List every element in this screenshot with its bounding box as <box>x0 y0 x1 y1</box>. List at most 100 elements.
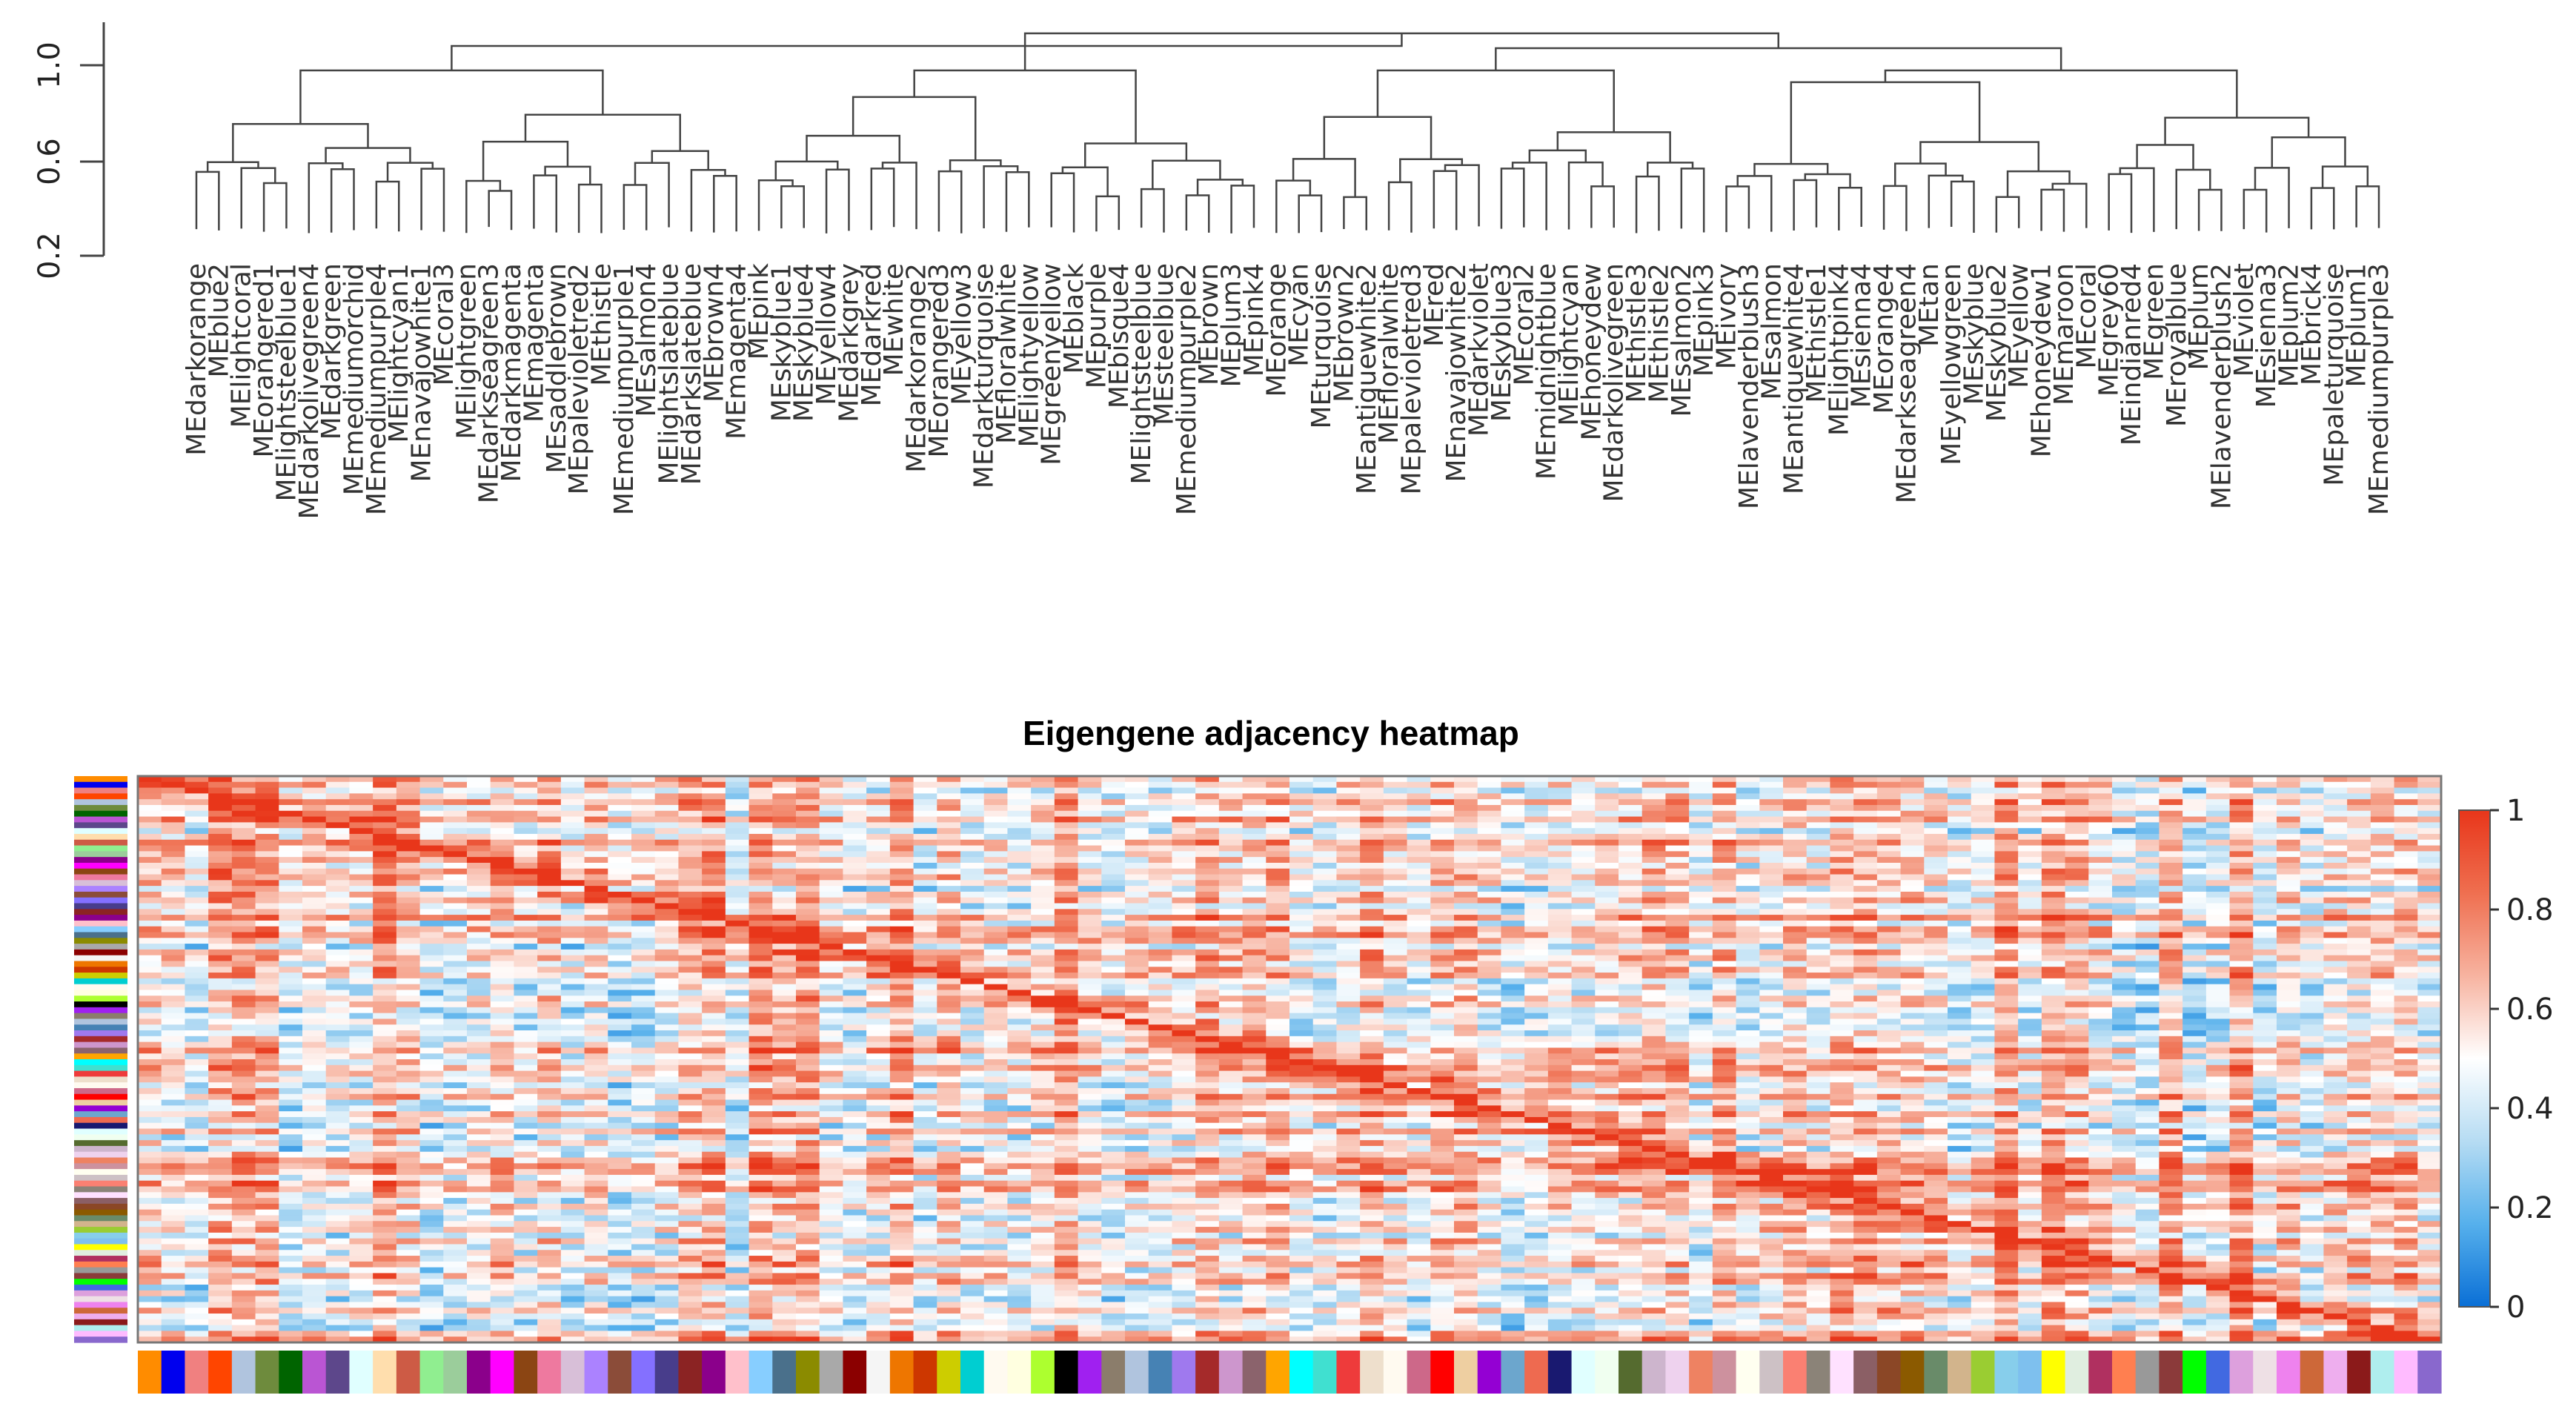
heatmap-cell <box>819 776 844 783</box>
heatmap-cell <box>1595 961 1619 967</box>
heatmap-cell <box>654 886 680 892</box>
heatmap-cell <box>1336 793 1361 800</box>
heatmap-cell <box>937 949 961 956</box>
heatmap-cell <box>1407 833 1431 841</box>
heatmap-cell <box>560 874 585 881</box>
heatmap-cell <box>960 949 985 956</box>
heatmap-cell <box>937 1047 961 1054</box>
heatmap-cell <box>1266 891 1290 898</box>
heatmap-cell <box>960 828 985 835</box>
heatmap-cell <box>1853 1007 1878 1014</box>
heatmap-cell <box>396 961 421 967</box>
heatmap-cell <box>889 816 914 823</box>
heatmap-cell <box>1994 1047 2019 1054</box>
heatmap-cell <box>1783 1007 1807 1014</box>
heatmap-cell <box>2182 926 2207 933</box>
heatmap-cell <box>2159 776 2183 783</box>
heatmap-cell <box>725 1041 750 1049</box>
heatmap-cell <box>1148 862 1173 870</box>
heatmap-cell <box>1172 967 1196 973</box>
heatmap-cell <box>1383 1036 1408 1043</box>
heatmap-cell <box>1547 833 1573 841</box>
heatmap-cell <box>560 909 585 915</box>
heatmap-cell <box>1148 787 1173 794</box>
heatmap-cell <box>2065 799 2089 806</box>
heatmap-cell <box>2135 787 2160 794</box>
heatmap-cell <box>1312 793 1338 800</box>
heatmap-cell <box>1336 984 1361 991</box>
heatmap-cell <box>1407 926 1431 933</box>
heatmap-cell <box>843 845 867 852</box>
heatmap-cell <box>1853 949 1878 956</box>
heatmap-cell <box>772 990 797 996</box>
heatmap-cell <box>1524 793 1549 800</box>
heatmap-cell <box>1007 1013 1032 1020</box>
heatmap-cell <box>843 915 867 921</box>
heatmap-cell <box>772 891 797 898</box>
heatmap-cell <box>373 932 397 938</box>
heatmap-cell <box>1619 949 1643 956</box>
heatmap-cell <box>1312 776 1338 783</box>
heatmap-cell <box>1595 787 1619 794</box>
heatmap-cell <box>2370 828 2395 835</box>
heatmap-cell <box>1078 932 1102 938</box>
heatmap-cell <box>1312 903 1338 910</box>
heatmap-cell <box>1971 961 1996 967</box>
heatmap-cell <box>396 897 421 904</box>
heatmap-cell <box>819 944 844 950</box>
heatmap-cell <box>1148 961 1173 967</box>
heatmap-cell <box>2323 909 2348 915</box>
heatmap-cell <box>1336 822 1361 829</box>
heatmap-cell <box>1712 903 1737 910</box>
heatmap-cell <box>983 886 1009 892</box>
heatmap-cell <box>913 787 937 794</box>
heatmap-cell <box>2018 920 2042 927</box>
heatmap-cell <box>1948 990 1972 996</box>
heatmap-cell <box>185 862 209 870</box>
heatmap-cell <box>1736 1030 1760 1037</box>
heatmap-cell <box>1407 868 1431 875</box>
heatmap-cell <box>467 828 491 835</box>
heatmap-cell <box>2018 932 2042 938</box>
heatmap-cell <box>1712 816 1737 823</box>
heatmap-cell <box>1360 874 1384 881</box>
heatmap-cell <box>1125 944 1149 950</box>
heatmap-cell <box>1571 781 1596 789</box>
heatmap-cell <box>1383 920 1408 927</box>
heatmap-cell <box>1948 862 1972 870</box>
heatmap-cell <box>1007 1001 1032 1008</box>
heatmap-cell <box>937 909 961 915</box>
heatmap-cell <box>255 868 279 875</box>
heatmap-cell <box>1948 886 1972 892</box>
heatmap-cell <box>2229 949 2254 956</box>
heatmap-cell <box>161 1036 186 1043</box>
heatmap-cell <box>231 1036 256 1043</box>
heatmap-cell <box>796 886 820 892</box>
heatmap-cell <box>302 967 327 973</box>
heatmap-cell <box>937 822 961 829</box>
heatmap-cell <box>1712 833 1737 841</box>
heatmap-cell <box>560 990 585 996</box>
heatmap-cell <box>1454 845 1478 852</box>
heatmap-cell <box>796 787 820 794</box>
heatmap-cell <box>1665 996 1690 1002</box>
heatmap-cell <box>1712 1007 1737 1014</box>
heatmap-cell <box>2065 862 2089 870</box>
dendrogram-leaf-label: MEgreen <box>2139 263 2169 380</box>
heatmap-cell <box>1125 851 1149 858</box>
heatmap-cell <box>1948 816 1972 823</box>
heatmap-cell <box>983 828 1009 835</box>
heatmap-cell <box>1172 886 1196 892</box>
heatmap-cell <box>772 1047 797 1054</box>
heatmap-cell <box>937 978 961 985</box>
dendrogram-leaf-label: MEthistle1 <box>1802 263 1832 403</box>
heatmap-cell <box>537 886 562 892</box>
heatmap-cell <box>138 944 162 950</box>
heatmap-cell <box>1289 955 1314 962</box>
dendrogram-branch <box>1095 195 1121 232</box>
heatmap-cell <box>537 1053 562 1060</box>
heatmap-cell <box>1101 793 1126 800</box>
heatmap-cell <box>1948 810 1972 818</box>
heatmap-cell <box>913 938 937 944</box>
heatmap-cell <box>161 973 186 979</box>
